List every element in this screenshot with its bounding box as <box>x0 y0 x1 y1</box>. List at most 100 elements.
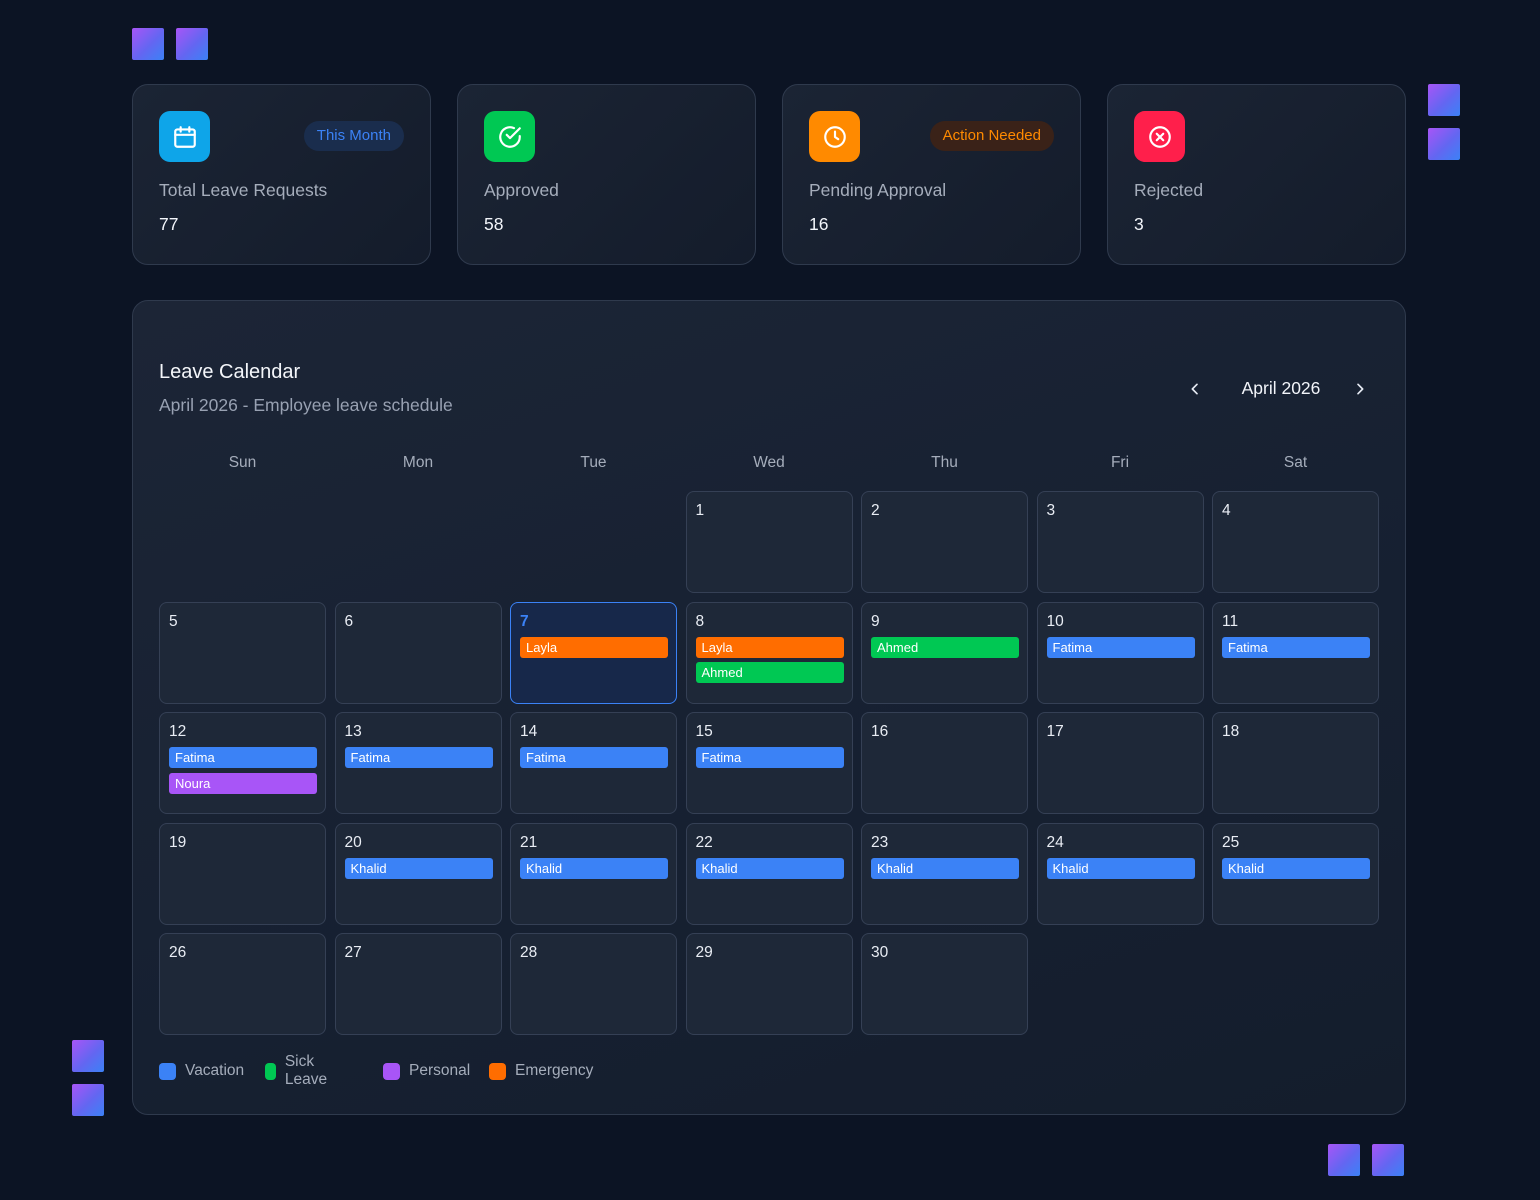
calendar-day[interactable]: 9 Ahmed <box>861 601 1028 704</box>
legend-item-personal: Personal <box>383 1061 470 1081</box>
legend-swatch <box>159 1062 176 1080</box>
decorative-square <box>1428 84 1460 116</box>
calendar-icon <box>159 111 210 162</box>
calendar-day[interactable]: 6 <box>334 601 502 704</box>
calendar-day[interactable]: 21 Khalid <box>510 822 677 925</box>
calendar-day[interactable]: 25 Khalid <box>1212 822 1379 925</box>
leave-event-vacation[interactable]: Khalid <box>695 857 844 879</box>
stat-label: Total Leave Requests <box>159 180 328 200</box>
leave-event-vacation[interactable]: Khalid <box>344 857 493 879</box>
calendar-day[interactable]: 16 <box>861 712 1028 814</box>
day-number: 26 <box>169 944 187 961</box>
legend-swatch <box>383 1062 400 1080</box>
calendar-day[interactable]: 19 <box>159 822 326 925</box>
action-needed-badge: Action Needed <box>929 121 1054 151</box>
legend-label: Personal <box>409 1062 471 1079</box>
weekday-mon: Mon <box>402 454 434 471</box>
leave-event-sick[interactable]: Ahmed <box>871 636 1019 658</box>
stat-value: 58 <box>484 214 504 234</box>
calendar-day[interactable]: 1 <box>685 491 853 593</box>
calendar-day[interactable]: 15 Fatima <box>685 712 853 814</box>
calendar-day[interactable]: 10 Fatima <box>1036 601 1204 704</box>
calendar-day[interactable]: 29 <box>685 933 853 1035</box>
leave-event-vacation[interactable]: Fatima <box>520 747 668 768</box>
day-number: 18 <box>1222 723 1240 740</box>
leave-event-vacation[interactable]: Khalid <box>1222 857 1370 879</box>
this-month-badge: This Month <box>303 121 404 151</box>
leave-event-sick[interactable]: Ahmed <box>695 662 844 683</box>
calendar-day[interactable]: 14 Fatima <box>510 712 677 814</box>
leave-event-vacation[interactable]: Fatima <box>1222 636 1370 658</box>
day-number: 30 <box>871 944 889 961</box>
stat-value: 16 <box>809 214 829 234</box>
legend-label: Sick Leave <box>284 1053 328 1088</box>
day-number: 12 <box>169 723 187 740</box>
check-circle-icon <box>484 111 535 162</box>
stat-value: 3 <box>1134 214 1144 234</box>
day-number: 23 <box>871 833 889 851</box>
calendar-day[interactable]: 24 Khalid <box>1036 822 1204 925</box>
calendar-subtitle: April 2026 - Employee leave schedule <box>159 395 453 415</box>
calendar-day[interactable]: 17 <box>1036 712 1204 814</box>
day-number: 7 <box>520 612 529 630</box>
calendar-day[interactable]: 8 Layla Ahmed <box>685 601 853 704</box>
weekday-tue: Tue <box>580 454 607 471</box>
calendar-day[interactable]: 5 <box>159 601 326 704</box>
leave-event-vacation[interactable]: Fatima <box>1046 636 1195 658</box>
day-number: 2 <box>871 502 880 519</box>
calendar-day[interactable]: 28 <box>510 933 677 1035</box>
day-number: 6 <box>344 612 354 630</box>
day-number: 4 <box>1222 502 1231 519</box>
next-month-button[interactable] <box>1346 375 1374 403</box>
stat-card-total: This Month Total Leave Requests 77 <box>132 84 431 265</box>
calendar-day[interactable]: 18 <box>1212 712 1379 814</box>
calendar-day[interactable]: 22 Khalid <box>685 822 853 925</box>
calendar-day-today[interactable]: 7 Layla <box>510 601 677 704</box>
calendar-day[interactable]: 2 <box>861 491 1028 593</box>
leave-event-vacation[interactable]: Khalid <box>1046 857 1195 879</box>
stat-card-rejected: Rejected 3 <box>1107 84 1406 265</box>
day-number: 28 <box>520 944 538 961</box>
day-number: 5 <box>169 612 178 630</box>
calendar-day[interactable]: 3 <box>1036 491 1204 593</box>
leave-event-vacation[interactable]: Fatima <box>169 747 317 768</box>
leave-event-vacation[interactable]: Khalid <box>520 857 668 879</box>
leave-event-vacation[interactable]: Khalid <box>871 857 1019 879</box>
stat-label: Rejected <box>1134 180 1204 200</box>
calendar-day[interactable]: 23 Khalid <box>861 822 1028 925</box>
stat-card-approved: Approved 58 <box>457 84 756 265</box>
calendar-day[interactable]: 12 Fatima Noura <box>159 712 326 814</box>
day-number: 9 <box>871 612 880 630</box>
weekday-sat: Sat <box>1283 454 1308 471</box>
weekday-wed: Wed <box>753 454 785 471</box>
calendar-title: Leave Calendar <box>159 361 301 383</box>
day-number: 22 <box>695 833 713 851</box>
decorative-square <box>176 28 208 60</box>
day-number: 29 <box>695 944 713 961</box>
weekday-sun: Sun <box>228 454 257 471</box>
calendar-day[interactable]: 11 Fatima <box>1212 601 1379 704</box>
leave-event-emergency[interactable]: Layla <box>520 636 668 658</box>
leave-event-vacation[interactable]: Fatima <box>695 747 844 768</box>
legend-label: Emergency <box>515 1062 594 1079</box>
legend-item-sick-leave: Sick Leave <box>265 1053 333 1088</box>
leave-event-personal[interactable]: Noura <box>169 772 317 794</box>
day-number: 8 <box>695 612 705 630</box>
weekday-thu: Thu <box>931 454 958 471</box>
calendar-day[interactable]: 30 <box>861 933 1028 1035</box>
legend-label: Vacation <box>185 1062 245 1079</box>
leave-event-emergency[interactable]: Layla <box>695 636 844 658</box>
calendar-day[interactable]: 20 Khalid <box>334 822 502 925</box>
day-number: 27 <box>344 944 362 961</box>
prev-month-button[interactable] <box>1181 375 1209 403</box>
calendar-day[interactable]: 13 Fatima <box>334 712 502 814</box>
day-number: 10 <box>1046 612 1064 630</box>
day-number: 19 <box>169 833 187 851</box>
calendar-day[interactable]: 4 <box>1212 491 1379 593</box>
stat-label: Approved <box>484 180 559 200</box>
calendar-day[interactable]: 26 <box>159 933 326 1035</box>
leave-event-vacation[interactable]: Fatima <box>344 747 493 768</box>
day-number: 14 <box>520 723 538 740</box>
stat-label: Pending Approval <box>809 180 947 200</box>
calendar-day[interactable]: 27 <box>334 933 502 1035</box>
